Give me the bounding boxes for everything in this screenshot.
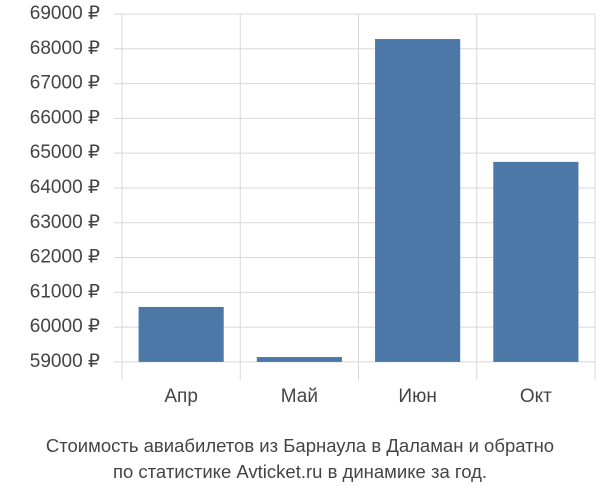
y-tick-label: 60000 ₽ [30, 316, 100, 337]
x-tick-label: Май [281, 386, 318, 407]
x-tick-label: Июн [398, 386, 436, 407]
y-tick-label: 63000 ₽ [30, 212, 100, 233]
y-tick-label: 61000 ₽ [30, 281, 100, 302]
y-tick-label: 65000 ₽ [30, 142, 100, 163]
y-tick-label: 59000 ₽ [30, 351, 100, 372]
chart-title: Стоимость авиабилетов из Барнаула в Дала… [46, 435, 554, 456]
y-tick-label: 68000 ₽ [30, 38, 100, 59]
y-tick-label: 69000 ₽ [30, 3, 100, 24]
y-tick-label: 62000 ₽ [30, 247, 100, 268]
y-tick-label: 64000 ₽ [30, 177, 100, 198]
x-tick-label: Окт [520, 386, 552, 407]
bar [138, 306, 224, 362]
y-tick-label: 66000 ₽ [30, 107, 100, 128]
bar [256, 357, 342, 362]
bar [493, 161, 579, 362]
y-tick-label: 67000 ₽ [30, 73, 100, 94]
chart-title: по статистике Avticket.ru в динамике за … [113, 461, 487, 482]
bar [375, 39, 461, 362]
x-tick-label: Апр [164, 386, 198, 407]
